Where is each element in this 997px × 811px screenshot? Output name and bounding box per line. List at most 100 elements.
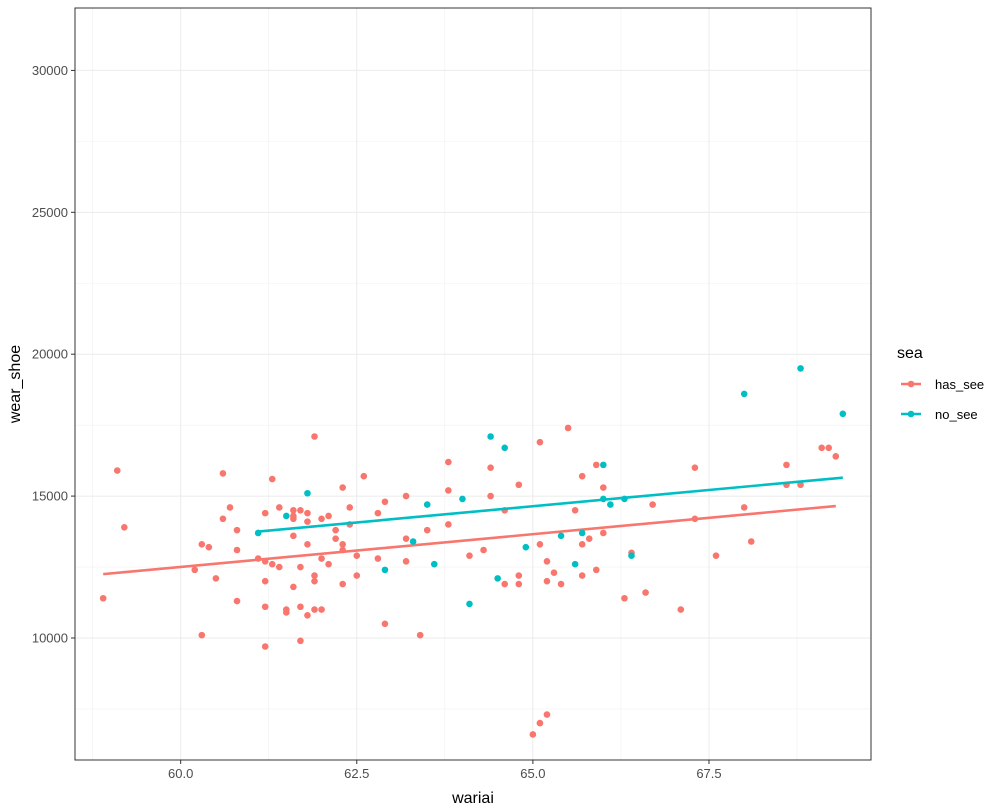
panel-border xyxy=(74,7,872,761)
point-no-see xyxy=(740,390,748,398)
legend-key-point-has-see xyxy=(907,380,915,388)
point-has-see xyxy=(318,606,325,613)
point-has-see xyxy=(311,433,318,440)
point-has-see xyxy=(198,631,206,639)
point-has-see xyxy=(268,560,276,568)
point-no-see xyxy=(423,501,431,508)
point-has-see xyxy=(712,552,720,559)
point-no-see xyxy=(607,501,614,508)
point-no-see xyxy=(487,433,494,440)
point-has-see xyxy=(536,719,544,727)
point-has-see xyxy=(402,535,410,542)
point-has-see xyxy=(332,526,339,534)
point-has-see xyxy=(592,461,600,469)
point-has-see xyxy=(275,504,283,511)
point-has-see xyxy=(318,515,325,523)
point-no-see xyxy=(466,600,473,608)
point-has-see xyxy=(543,577,551,585)
point-no-see xyxy=(409,538,417,545)
point-has-see xyxy=(325,512,332,520)
point-has-see xyxy=(268,475,276,483)
point-has-see xyxy=(747,538,755,545)
point-has-see xyxy=(290,506,297,514)
point-has-see xyxy=(585,535,593,542)
point-has-see xyxy=(360,472,368,480)
y-tick-label: 20000 xyxy=(32,347,68,362)
point-has-see xyxy=(374,555,382,562)
x-tick-label: 65.0 xyxy=(520,766,545,781)
point-no-see xyxy=(522,543,530,551)
point-has-see xyxy=(261,509,269,517)
x-tick-label: 60.0 xyxy=(168,766,193,781)
point-has-see xyxy=(649,501,656,508)
point-has-see xyxy=(592,566,600,574)
point-has-see xyxy=(797,481,804,489)
point-no-see xyxy=(600,461,607,469)
point-has-see xyxy=(740,504,748,511)
point-has-see xyxy=(783,461,790,469)
point-has-see xyxy=(346,504,354,511)
point-has-see xyxy=(226,504,234,511)
grid-lines xyxy=(75,8,871,760)
point-has-see xyxy=(233,546,241,554)
y-tick-label: 25000 xyxy=(32,205,68,220)
point-has-see xyxy=(339,580,346,588)
point-has-see xyxy=(297,603,304,611)
point-has-see xyxy=(332,535,339,542)
point-has-see xyxy=(219,515,227,523)
point-has-see xyxy=(219,470,227,477)
point-no-see xyxy=(430,560,438,568)
point-has-see xyxy=(564,424,572,432)
point-has-see xyxy=(353,552,361,559)
point-has-see xyxy=(191,566,199,574)
point-has-see xyxy=(825,444,833,452)
point-has-see xyxy=(304,611,311,619)
legend-label-has-see: has_see xyxy=(935,377,984,392)
legend: sea has_see no_see xyxy=(897,345,984,422)
point-has-see xyxy=(261,603,269,611)
point-has-see xyxy=(423,526,431,534)
point-has-see xyxy=(261,643,269,650)
point-has-see xyxy=(290,532,297,540)
point-has-see xyxy=(487,492,494,500)
point-has-see xyxy=(381,498,389,506)
point-no-see xyxy=(494,575,501,582)
y-tick-label: 10000 xyxy=(32,630,68,645)
point-has-see xyxy=(275,563,283,571)
point-has-see xyxy=(212,575,220,582)
y-axis-title: wear_shoe xyxy=(7,345,24,424)
point-no-see xyxy=(628,552,635,559)
point-has-see xyxy=(543,711,551,718)
point-has-see xyxy=(325,560,332,568)
x-axis: 60.0 62.5 65.0 67.5 xyxy=(168,760,722,781)
point-has-see xyxy=(832,453,840,460)
point-has-see xyxy=(402,558,410,565)
trend-line-no-see xyxy=(258,476,843,533)
point-has-see xyxy=(536,438,544,446)
data-points xyxy=(99,365,847,738)
point-has-see xyxy=(304,509,311,517)
point-has-see xyxy=(578,572,586,579)
point-no-see xyxy=(578,529,586,537)
point-no-see xyxy=(501,444,508,452)
point-has-see xyxy=(205,543,213,551)
x-tick-label: 67.5 xyxy=(696,766,721,781)
point-no-see xyxy=(839,410,847,418)
point-has-see xyxy=(297,637,304,645)
point-has-see xyxy=(445,458,452,466)
point-has-see xyxy=(402,492,410,500)
point-has-see xyxy=(578,472,586,480)
point-has-see xyxy=(311,577,318,585)
point-has-see xyxy=(311,606,318,613)
x-tick-label: 62.5 xyxy=(344,766,369,781)
point-has-see xyxy=(515,580,523,588)
point-has-see xyxy=(571,506,579,514)
point-has-see xyxy=(621,594,628,602)
legend-title: sea xyxy=(897,345,923,362)
point-has-see xyxy=(416,631,424,639)
point-no-see xyxy=(283,512,290,520)
point-has-see xyxy=(536,541,544,548)
point-has-see xyxy=(550,569,558,577)
